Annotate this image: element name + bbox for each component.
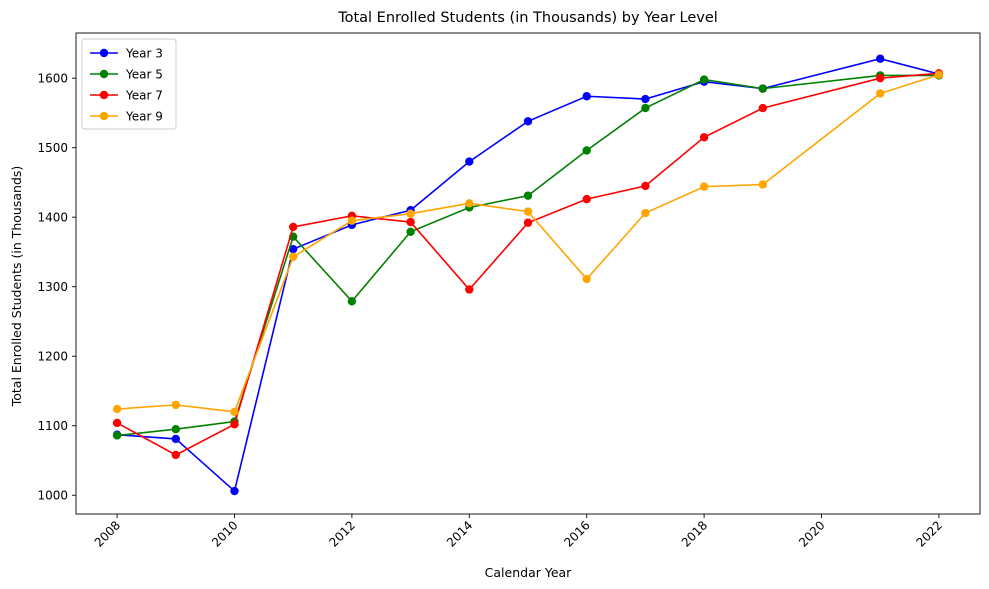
- y-tick-label: 1000: [37, 489, 68, 503]
- data-point: [582, 274, 591, 284]
- data-point: [582, 146, 591, 155]
- y-tick-label: 1500: [37, 141, 68, 155]
- x-tick-label: 2020: [796, 518, 827, 549]
- data-point: [582, 92, 591, 101]
- legend-marker: [99, 111, 109, 121]
- data-point: [758, 84, 768, 93]
- data-point: [171, 400, 180, 410]
- data-point: [288, 244, 298, 254]
- legend-marker: [99, 90, 109, 100]
- y-axis-label: Total Enrolled Students (in Thousands): [9, 166, 24, 408]
- series-line: [116, 72, 939, 456]
- data-point: [876, 89, 885, 98]
- legend-item: Year 7: [90, 89, 163, 103]
- data-point: [406, 227, 415, 236]
- y-tick-label: 1400: [37, 211, 68, 225]
- data-point: [347, 297, 357, 306]
- data-point: [641, 94, 650, 104]
- data-point: [758, 180, 768, 189]
- legend-label: Year 7: [125, 89, 163, 103]
- y-tick-label: 1200: [37, 350, 68, 364]
- legend-label: Year 9: [125, 110, 163, 124]
- legend-item: Year 3: [90, 47, 163, 61]
- x-tick-label: 2022: [914, 518, 945, 549]
- series-year-3: [112, 54, 944, 496]
- data-point: [288, 222, 298, 232]
- data-point: [288, 252, 298, 262]
- series-year-7: [112, 69, 944, 460]
- chart-title: Total Enrolled Students (in Thousands) b…: [337, 10, 718, 26]
- series-year-9: [112, 70, 944, 417]
- x-tick-label: 2016: [561, 518, 592, 549]
- data-point: [112, 431, 122, 440]
- legend-marker: [99, 48, 109, 58]
- legend-label: Year 3: [125, 47, 163, 61]
- y-tick-label: 1600: [37, 72, 68, 86]
- legend: Year 3 Year 5 Year 7 Year 9: [81, 38, 177, 130]
- x-tick-label: 2008: [92, 518, 123, 549]
- data-point: [230, 407, 239, 417]
- series-line: [117, 73, 940, 413]
- x-tick-label: 2018: [679, 518, 710, 549]
- data-point: [112, 404, 122, 414]
- data-point: [347, 216, 357, 225]
- x-tick-label: 2012: [327, 518, 358, 549]
- data-point: [112, 418, 122, 428]
- x-tick-label: 2010: [209, 518, 240, 549]
- data-point: [171, 434, 180, 444]
- data-point: [171, 424, 180, 434]
- data-point: [641, 208, 650, 218]
- data-point: [641, 103, 650, 113]
- data-point: [699, 75, 709, 84]
- series-year-5: [112, 71, 944, 440]
- data-point: [523, 207, 533, 216]
- data-point: [230, 486, 239, 496]
- data-point: [523, 218, 533, 227]
- y-axis: 1000 1100 1200 1300 1400 1500 1600: [37, 72, 76, 503]
- legend-item: Year 5: [90, 68, 163, 82]
- data-point: [758, 103, 768, 113]
- data-point: [582, 194, 591, 204]
- data-point: [523, 191, 533, 200]
- data-point: [699, 182, 709, 191]
- legend-box: [81, 38, 177, 130]
- data-point: [465, 199, 474, 208]
- legend-item: Year 9: [90, 110, 163, 124]
- y-tick-label: 1300: [37, 280, 68, 294]
- data-point: [876, 54, 885, 63]
- plot-frame: [75, 32, 981, 515]
- series-line: [117, 74, 939, 437]
- data-point: [641, 181, 650, 191]
- data-point: [465, 157, 474, 166]
- data-point: [523, 117, 533, 126]
- data-point: [934, 70, 944, 79]
- data-point: [876, 73, 885, 83]
- x-axis-label: Calendar Year: [485, 565, 573, 580]
- data-point: [465, 285, 474, 294]
- series-layer: [112, 54, 944, 496]
- data-point: [699, 133, 709, 142]
- data-point: [171, 450, 180, 460]
- data-point: [406, 209, 415, 218]
- x-tick-label: 2014: [444, 518, 475, 549]
- data-point: [230, 420, 239, 429]
- y-tick-label: 1100: [37, 419, 68, 433]
- data-point: [406, 217, 415, 227]
- legend-label: Year 5: [125, 68, 163, 82]
- legend-marker: [99, 69, 109, 79]
- x-axis: 2008 2010 2012 2014 2016 2018 2020 2022: [92, 514, 945, 550]
